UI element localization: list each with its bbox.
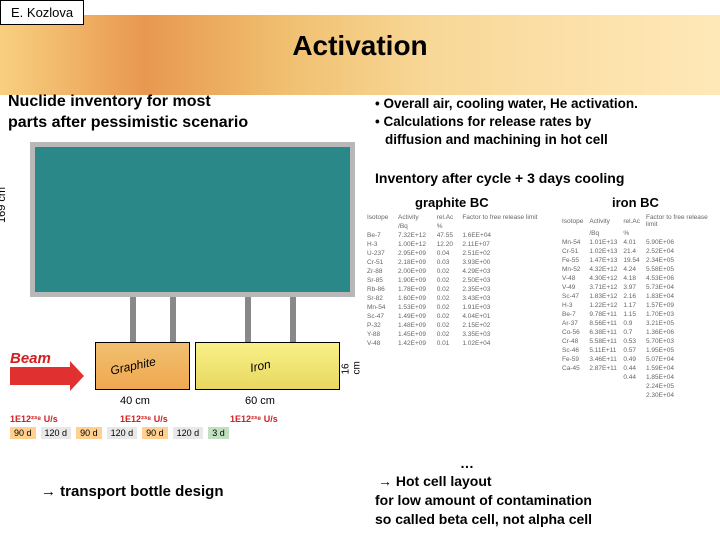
table-row: Co-566.38E+110.71.36E+06 [560, 329, 716, 336]
dimension-60cm: 60 cm [245, 395, 275, 407]
table-row: Rb-861.78E+090.022.35E+03 [365, 286, 551, 293]
table-row: Fe-593.46E+110.495.07E+04 [560, 356, 716, 363]
col-isotope: Isotope [560, 214, 585, 228]
period-120d-1: 120 d [41, 427, 72, 439]
table-row: H-31.22E+121.171.57E+09 [560, 302, 716, 309]
col-relac: rel.Ac [435, 214, 459, 221]
bullet-1: • Overall air, cooling water, He activat… [375, 95, 638, 113]
table-row: Cr-512.18E+090.033.93E+00 [365, 259, 551, 266]
table-row: Cr-485.58E+110.535.70E+03 [560, 338, 716, 345]
uranium-rate-1: 1E12²³⁸ U/s [10, 414, 58, 424]
table-row: Sr-851.90E+090.022.50E+03 [365, 277, 551, 284]
col-activity: Activity [396, 214, 433, 221]
iron-bc-label: iron BC [612, 195, 659, 210]
table-row: 2.30E+04 [560, 392, 716, 399]
period-90d-1: 90 d [10, 427, 36, 439]
shielding-diagram: 169 cm Beam Graphite Iron 40 cm 60 cm 16… [10, 142, 360, 432]
bullet-list-right: • Overall air, cooling water, He activat… [375, 95, 638, 150]
beam-arrow-icon [10, 367, 70, 385]
table-row: V-481.42E+090.011.02E+04 [365, 340, 551, 347]
uranium-rate-2: 1E12²³⁸ U/s [120, 414, 168, 424]
table-row: P-321.48E+090.022.15E+02 [365, 322, 551, 329]
table-row: Mn-541.01E+134.015.90E+06 [560, 239, 716, 246]
table-row: Mn-541.53E+090.021.91E+03 [365, 304, 551, 311]
table-ellipsis: … [460, 455, 474, 471]
col-isotope: Isotope [365, 214, 394, 221]
transport-bottle-note: → transport bottle design [35, 480, 230, 503]
period-90d-3: 90 d [142, 427, 168, 439]
dimension-16cm: 16 cm [341, 358, 363, 375]
col-activity: Activity [587, 214, 619, 228]
author-label: E. Kozlova [0, 0, 84, 25]
period-3d: 3 d [208, 427, 229, 439]
height-dimension: 169 cm [0, 187, 8, 223]
table-row: U-2372.95E+090.042.51E+02 [365, 250, 551, 257]
table-row: Be-79.78E+111.151.70E+03 [560, 311, 716, 318]
table-row: Fe-551.47E+1319.542.34E+05 [560, 257, 716, 264]
table-row: V-493.71E+123.975.73E+04 [560, 284, 716, 291]
heading-line-1: Nuclide inventory for most [8, 93, 211, 110]
hotcell-note: → Hot cell layout for low amount of cont… [375, 472, 592, 529]
graphite-bc-label: graphite BC [415, 195, 489, 210]
table-row: 0.441.85E+04 [560, 374, 716, 381]
hotcell-line-2: for low amount of contamination [375, 492, 592, 508]
iron-inventory-table: Isotope Activity rel.Ac Factor to free r… [558, 212, 718, 401]
bullet-2: • Calculations for release rates by [375, 113, 638, 131]
table-row: Y-881.45E+090.023.35E+03 [365, 331, 551, 338]
table-row: Ca-452.87E+110.441.59E+04 [560, 365, 716, 372]
table-row: 2.24E+05 [560, 383, 716, 390]
diagram-inner-shield [35, 147, 350, 292]
irradiation-timeline: 1E12²³⁸ U/s 1E12²³⁸ U/s 1E12²³⁸ U/s 90 d… [10, 414, 360, 449]
period-120d-3: 120 d [173, 427, 204, 439]
table-row: Cr-511.02E+1321.42.52E+04 [560, 248, 716, 255]
left-section-heading: Nuclide inventory for most parts after p… [8, 92, 248, 134]
table-row: Mn-524.32E+124.245.58E+05 [560, 266, 716, 273]
dimension-40cm: 40 cm [120, 395, 150, 407]
support-1 [130, 297, 136, 342]
support-3 [245, 297, 251, 342]
table-row: H-31.00E+1212.202.11E+07 [365, 241, 551, 248]
period-90d-2: 90 d [76, 427, 102, 439]
period-120d-2: 120 d [107, 427, 138, 439]
col-relac: rel.Ac [621, 214, 642, 228]
table-row: Ar-378.56E+110.93.21E+05 [560, 320, 716, 327]
table-row: Be-77.32E+1247.551.6EE+04 [365, 232, 551, 239]
uranium-rate-3: 1E12²³⁸ U/s [230, 414, 278, 424]
table-row: V-484.30E+124.184.53E+06 [560, 275, 716, 282]
support-4 [290, 297, 296, 342]
table-row: Sc-465.11E+110.571.95E+05 [560, 347, 716, 354]
table-row: Sr-821.60E+090.023.43E+03 [365, 295, 551, 302]
graphite-inventory-table: Isotope Activity rel.Ac Factor to free r… [363, 212, 553, 349]
inventory-heading: Inventory after cycle + 3 days cooling [375, 170, 624, 186]
support-2 [170, 297, 176, 342]
heading-line-2: parts after pessimistic scenario [8, 114, 248, 131]
col-factor: Factor to free release limit [644, 214, 716, 228]
slide-title: Activation [0, 30, 720, 62]
table-row: Zr-882.00E+090.024.29E+03 [365, 268, 551, 275]
table-row: Sc-471.49E+090.024.04E+01 [365, 313, 551, 320]
beam-label: Beam [10, 350, 51, 367]
col-factor: Factor to free release limit [460, 214, 551, 221]
hotcell-line-1: → Hot cell layout [375, 472, 495, 490]
hotcell-line-3: so called beta cell, not alpha cell [375, 511, 592, 527]
bullet-3: diffusion and machining in hot cell [375, 131, 638, 149]
table-row: Sc-471.83E+122.161.83E+04 [560, 293, 716, 300]
